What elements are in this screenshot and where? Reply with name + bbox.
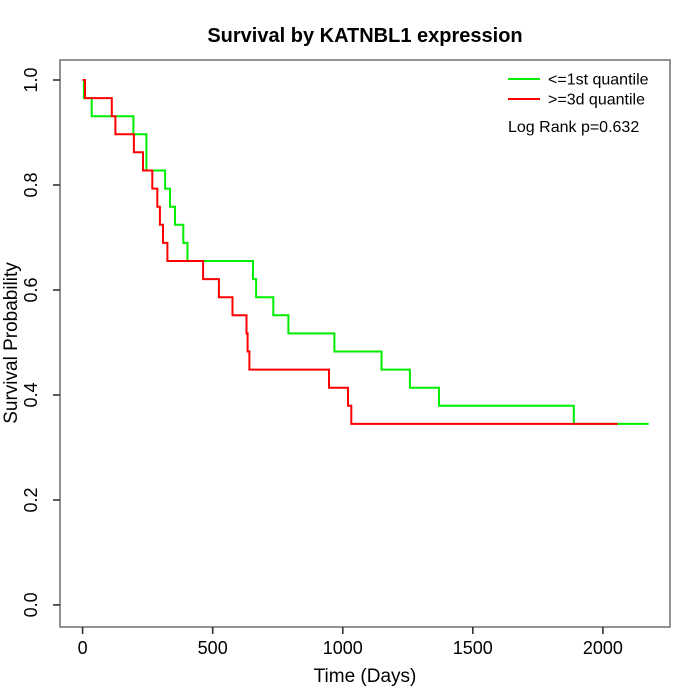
survival-curve-high-expression: [82, 79, 618, 425]
y-tick-label: 0.2: [21, 487, 41, 512]
legend-label-low-expression: <=1st quantile: [548, 72, 649, 89]
chart-title: Survival by KATNBL1 expression: [207, 25, 522, 47]
y-tick-label: 1.0: [21, 67, 41, 92]
y-axis-label: Survival Probability: [1, 262, 22, 424]
plot-generated-layer: 0 500 1000 1500 2000 0.0 0.2 0.4 0.6 0.8 1.0: [21, 67, 649, 658]
legend-label-high-expression: >=3d quantile: [548, 92, 645, 109]
survival-curve-low-expression: [82, 79, 649, 425]
legend: <=1st quantile >=3d quantile Log Rank p=…: [508, 72, 649, 136]
x-tick-label: 1500: [453, 638, 493, 658]
y-tick-label: 0.6: [21, 277, 41, 302]
x-axis-label: Time (Days): [314, 666, 417, 687]
x-tick-label: 1000: [323, 638, 363, 658]
x-tick-label: 0: [78, 638, 88, 658]
y-tick-label: 0.0: [21, 592, 41, 617]
plot-area-border: [59, 59, 671, 628]
log-rank-pvalue: Log Rank p=0.632: [508, 119, 639, 136]
y-tick-label: 0.8: [21, 172, 41, 197]
x-tick-label: 500: [198, 638, 228, 658]
y-tick-label: 0.4: [21, 382, 41, 407]
x-tick-label: 2000: [583, 638, 623, 658]
